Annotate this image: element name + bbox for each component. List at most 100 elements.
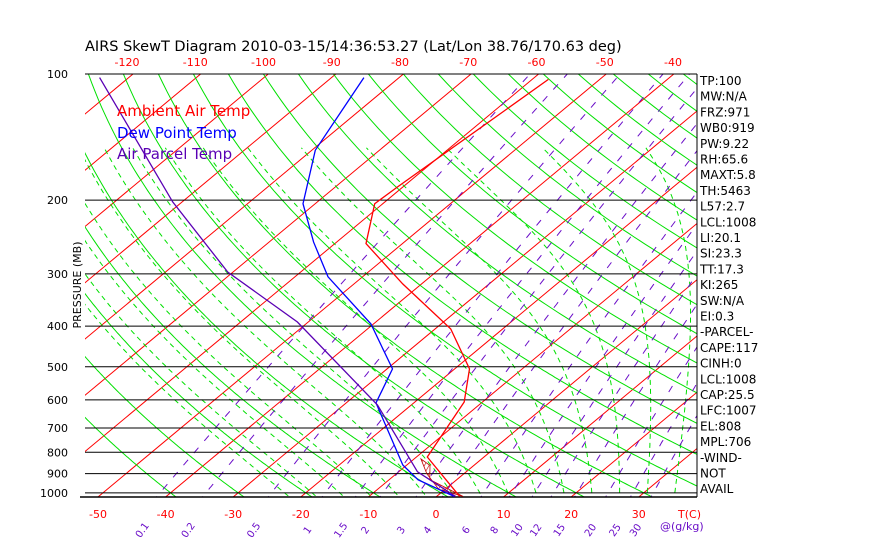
index-item: NOT bbox=[700, 467, 726, 481]
mixing-ratio-line bbox=[155, 74, 531, 497]
pressure-tick-label: 800 bbox=[47, 446, 68, 459]
bottom-temp-tick-label: 20 bbox=[564, 508, 578, 521]
mixing-ratio-tick-label: 30 bbox=[628, 522, 644, 539]
index-item: CAPE:117 bbox=[700, 341, 758, 355]
dry-adiabat-line bbox=[367, 74, 697, 335]
dry-adiabat-line bbox=[775, 65, 870, 502]
isotherm-line bbox=[85, 74, 337, 284]
legend: Ambient Air Temp Dew Point Temp Air Parc… bbox=[117, 102, 250, 163]
index-item: SI:23.3 bbox=[700, 247, 742, 261]
isotherm-line bbox=[85, 74, 405, 340]
index-item: L57:2.7 bbox=[700, 200, 745, 214]
dry-adiabat-line bbox=[262, 74, 697, 424]
moist-adiabat-line bbox=[202, 147, 511, 497]
bottom-temp-tick-label: 30 bbox=[632, 508, 646, 521]
index-item: AVAIL bbox=[700, 482, 734, 496]
legend-ambient: Ambient Air Temp bbox=[117, 102, 250, 120]
mixing-ratio-tick-label: 20 bbox=[583, 522, 599, 539]
top-temp-tick-label: -70 bbox=[459, 56, 477, 69]
bottom-temp-tick-label: -10 bbox=[359, 508, 377, 521]
dry-adiabat-line bbox=[192, 74, 697, 487]
mixing-ratio-tick-label: 0.2 bbox=[180, 521, 198, 540]
index-item: LFC:1007 bbox=[700, 404, 757, 418]
bottom-temp-tick-label: -40 bbox=[157, 508, 175, 521]
sounding-series bbox=[99, 77, 549, 497]
pressure-tick-label: 500 bbox=[47, 361, 68, 374]
dry-adiabat-line bbox=[332, 74, 697, 364]
pressure-lines bbox=[80, 73, 698, 498]
index-item: MW:N/A bbox=[700, 90, 748, 104]
mixing-ratio-tick-label: 0.1 bbox=[134, 521, 152, 540]
mixing-ratio-tick-label: 6 bbox=[460, 525, 473, 537]
dry-adiabat-line bbox=[85, 151, 450, 497]
mixing-ratio-line bbox=[321, 74, 664, 497]
legend-parcel: Air Parcel Temp bbox=[117, 145, 232, 163]
mixing-ratio-line bbox=[379, 87, 697, 497]
mixing-ratio-line bbox=[550, 273, 697, 497]
chart-title: AIRS SkewT Diagram 2010-03-15/14:36:53.2… bbox=[85, 39, 622, 55]
bottom-temp-tick-label: 10 bbox=[497, 508, 511, 521]
index-item: EL:808 bbox=[700, 419, 741, 433]
mixing-ratio-tick-label: 2 bbox=[360, 525, 373, 537]
mixing-ratio-tick-label: 3 bbox=[395, 525, 408, 537]
legend-dewpoint: Dew Point Temp bbox=[117, 124, 237, 142]
index-item: LI:20.1 bbox=[700, 231, 741, 245]
index-item: EI:0.3 bbox=[700, 310, 734, 324]
dry-adiabat-line bbox=[402, 74, 697, 306]
bottom-temp-tick-label: -30 bbox=[224, 508, 242, 521]
top-temp-tick-label: -50 bbox=[596, 56, 614, 69]
dry-adiabat-line bbox=[85, 416, 177, 497]
moist-adiabat-line bbox=[85, 158, 400, 497]
dry-adiabat-line bbox=[122, 74, 586, 497]
mixing-ratio-line bbox=[531, 250, 697, 497]
bottom-temp-tick-label: -20 bbox=[292, 508, 310, 521]
mixing-ratio-tick-label: 25 bbox=[608, 522, 624, 539]
x-axis-label: T(C) bbox=[677, 508, 701, 521]
mixing-ratio-line bbox=[415, 122, 697, 497]
moist-adiabat-line bbox=[445, 147, 621, 497]
mixing-ratio-tick-label: 4 bbox=[422, 525, 435, 537]
isotherm-line bbox=[85, 74, 202, 171]
mixing-ratio-tick-label: 12 bbox=[528, 522, 544, 539]
top-temp-tick-label: -80 bbox=[391, 56, 409, 69]
dry-adiabat-line bbox=[157, 74, 654, 497]
isotherm-line bbox=[85, 74, 472, 396]
mixing-ratio-axis-label: @(g/kg) bbox=[660, 520, 704, 533]
mixing-ratio-tick-label: 8 bbox=[489, 525, 502, 537]
mixing-ratio-line bbox=[201, 74, 568, 497]
moist-adiabat-line bbox=[85, 202, 373, 497]
index-item: SW:N/A bbox=[700, 294, 745, 308]
dry-adiabat-line bbox=[297, 74, 697, 394]
mixing-ratio-line bbox=[573, 303, 697, 497]
pressure-tick-label: 900 bbox=[47, 468, 68, 481]
pressure-tick-label: 400 bbox=[47, 320, 68, 333]
index-item: MPL:706 bbox=[700, 435, 751, 449]
isotherm-line bbox=[97, 74, 608, 497]
top-temp-tick-label: -120 bbox=[115, 56, 140, 69]
index-item: -WIND- bbox=[700, 451, 742, 465]
index-item: TT:17.3 bbox=[699, 262, 744, 276]
mixing-ratio-line bbox=[650, 414, 697, 497]
isotherm-line bbox=[367, 222, 697, 497]
isotherm-line bbox=[0, 65, 9, 502]
pressure-tick-label: 300 bbox=[47, 268, 68, 281]
pressure-tick-label: 700 bbox=[47, 422, 68, 435]
index-item: RH:65.6 bbox=[700, 153, 748, 167]
mixing-ratio-line bbox=[267, 74, 621, 497]
index-item: WB0:919 bbox=[700, 121, 755, 135]
pressure-tick-label: 600 bbox=[47, 394, 68, 407]
mixing-ratio-tick-label: 1 bbox=[302, 525, 315, 537]
dry-adiabat-line bbox=[437, 74, 697, 277]
isotherm-line bbox=[768, 65, 870, 502]
top-temp-tick-label: -60 bbox=[528, 56, 546, 69]
isotherm-line bbox=[0, 65, 77, 502]
index-item: LCL:1008 bbox=[700, 215, 756, 229]
index-item: TP:100 bbox=[699, 74, 742, 88]
dry-adiabat-line bbox=[809, 65, 870, 502]
mixing-ratio-tick-label: 10 bbox=[509, 522, 525, 539]
isotherm-line bbox=[164, 74, 675, 497]
isotherm-line bbox=[570, 391, 697, 497]
series-line-dew-point-temp bbox=[302, 77, 455, 497]
